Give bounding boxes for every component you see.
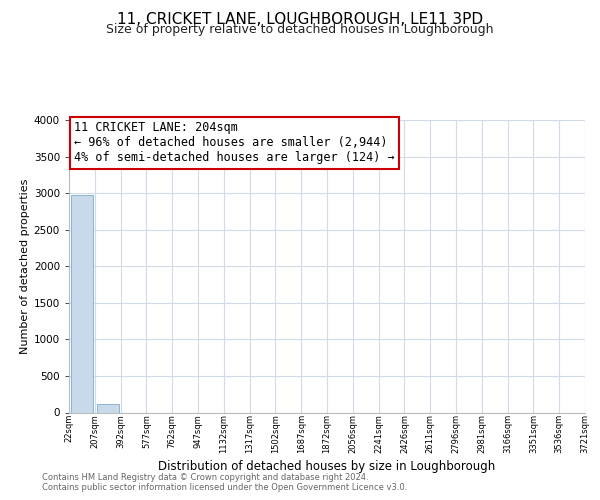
Text: Contains public sector information licensed under the Open Government Licence v3: Contains public sector information licen… <box>42 484 407 492</box>
Y-axis label: Number of detached properties: Number of detached properties <box>20 178 29 354</box>
Bar <box>71 194 93 412</box>
Text: 11 CRICKET LANE: 204sqm
← 96% of detached houses are smaller (2,944)
4% of semi-: 11 CRICKET LANE: 204sqm ← 96% of detache… <box>74 122 395 164</box>
X-axis label: Distribution of detached houses by size in Loughborough: Distribution of detached houses by size … <box>158 460 496 473</box>
Text: Size of property relative to detached houses in Loughborough: Size of property relative to detached ho… <box>106 22 494 36</box>
Bar <box>97 404 119 412</box>
Text: 11, CRICKET LANE, LOUGHBOROUGH, LE11 3PD: 11, CRICKET LANE, LOUGHBOROUGH, LE11 3PD <box>117 12 483 28</box>
Text: Contains HM Land Registry data © Crown copyright and database right 2024.: Contains HM Land Registry data © Crown c… <box>42 472 368 482</box>
